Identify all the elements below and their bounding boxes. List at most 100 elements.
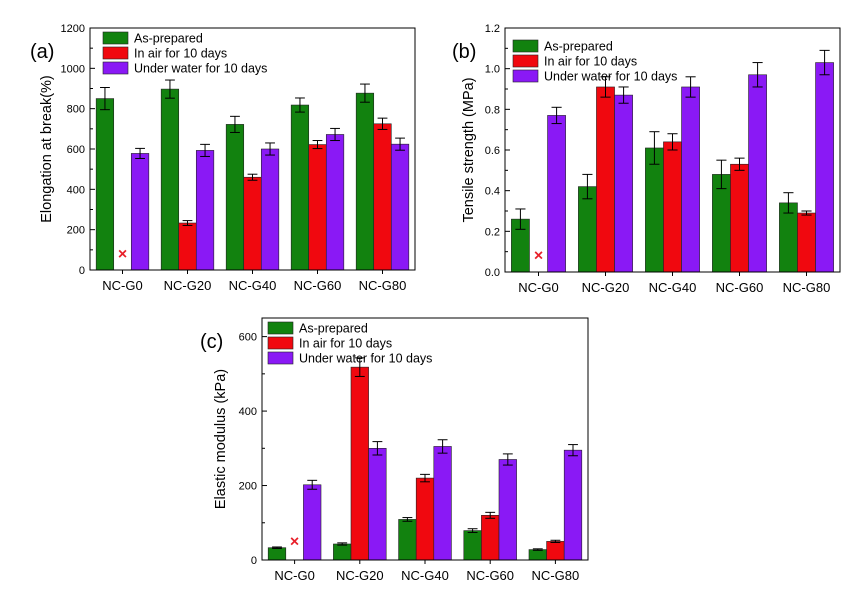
- legend-label: In air for 10 days: [544, 55, 637, 69]
- y-tick-label: 1000: [61, 63, 85, 75]
- x-category-label: NC-G80: [532, 568, 580, 583]
- bar: [596, 86, 615, 273]
- bar: [178, 222, 197, 271]
- error-bar: [307, 479, 318, 490]
- error-bar: [377, 117, 388, 130]
- error-bar: [395, 137, 405, 151]
- y-tick-label: 0: [251, 555, 257, 567]
- error-bar: [551, 106, 562, 125]
- bar: [308, 144, 327, 271]
- bar: [333, 543, 352, 561]
- legend-swatch: [102, 31, 129, 45]
- bar: [547, 115, 566, 273]
- error-bar: [312, 140, 323, 150]
- x-category-label: NC-G40: [401, 568, 449, 583]
- x-category-label: NC-G20: [164, 278, 212, 293]
- y-tick-label: 600: [239, 332, 257, 344]
- bar: [415, 477, 435, 561]
- error-bar: [783, 192, 794, 214]
- x-category-label: NC-G60: [716, 280, 764, 295]
- bar: [303, 484, 322, 561]
- bar: [433, 446, 452, 561]
- bar: [398, 519, 417, 561]
- bar: [325, 134, 345, 271]
- legend-swatch: [512, 69, 539, 83]
- bar: [390, 143, 410, 271]
- x-category-label: NC-G20: [336, 568, 384, 583]
- error-bar: [485, 511, 496, 519]
- x-category-label: NC-G60: [466, 568, 514, 583]
- bar: [645, 147, 664, 273]
- error-bar: [200, 143, 210, 157]
- error-bar: [550, 539, 561, 544]
- panel-b: × 0.0 0.2 0.4 0.6 0.8 1.0 1.2 NC-G0 NC-G20 NC-G40 N…: [452, 23, 841, 295]
- error-bar: [354, 357, 365, 377]
- error-bar: [819, 49, 830, 76]
- legend-label: As-prepared: [299, 322, 368, 336]
- error-bar: [734, 157, 745, 171]
- error-bar: [716, 159, 727, 190]
- error-bar: [600, 76, 611, 98]
- y-tick-label: 0.0: [485, 267, 500, 279]
- bar: [195, 150, 215, 271]
- error-bar: [230, 115, 240, 133]
- x-category-label: NC-G0: [518, 280, 558, 295]
- error-bar: [618, 86, 629, 104]
- error-bar: [372, 441, 383, 456]
- x-category-label: NC-G0: [274, 568, 314, 583]
- legend-label: Under water for 10 days: [134, 62, 267, 76]
- error-bar: [265, 142, 275, 156]
- bar: [290, 104, 310, 271]
- error-bar: [801, 210, 812, 216]
- legend-label: As-prepared: [134, 32, 203, 46]
- y-tick-label: 0.6: [485, 145, 500, 157]
- error-bar: [272, 546, 282, 549]
- error-bar: [515, 208, 526, 230]
- error-bar: [502, 453, 513, 466]
- y-tick-label: 400: [239, 406, 257, 418]
- bar: [681, 86, 700, 273]
- bar: [815, 62, 834, 273]
- error-bar: [182, 220, 193, 226]
- legend-swatch: [267, 351, 294, 365]
- error-bar: [649, 131, 660, 165]
- bar: [498, 459, 517, 561]
- legend-label: In air for 10 days: [299, 337, 392, 351]
- legend-swatch: [267, 321, 294, 335]
- error-bar: [100, 86, 110, 111]
- y-tick-label: 600: [67, 144, 85, 156]
- bar: [663, 141, 682, 273]
- error-bar: [165, 79, 175, 99]
- bar: [267, 547, 287, 561]
- y-tick-label: 200: [67, 225, 85, 237]
- x-category-label: NC-G80: [783, 280, 831, 295]
- error-bar: [568, 444, 578, 457]
- bar: [225, 124, 245, 271]
- y-tick-label: 0.2: [485, 226, 500, 238]
- x-category-label: NC-G80: [359, 278, 407, 293]
- legend-swatch: [512, 54, 539, 68]
- error-bar: [295, 97, 305, 113]
- bar: [368, 448, 387, 561]
- legend-label: Under water for 10 days: [299, 352, 432, 366]
- x-category-label: NC-G40: [649, 280, 697, 295]
- missing-sample-marker: ×: [290, 533, 299, 550]
- bar: [130, 153, 150, 271]
- missing-sample-marker: ×: [534, 248, 543, 265]
- bar: [730, 163, 749, 273]
- bar: [463, 530, 482, 561]
- bar: [748, 74, 767, 273]
- y-tick-label: 0.4: [485, 186, 500, 198]
- y-axis-title: Tensile strength (MPa): [461, 77, 477, 222]
- bar: [614, 94, 633, 273]
- y-axis-title: Elongation at break(%): [39, 75, 55, 223]
- error-bar: [360, 83, 370, 103]
- error-bar: [420, 473, 430, 483]
- error-bar: [667, 133, 678, 151]
- bar: [528, 549, 547, 561]
- panel-label: (a): [30, 41, 54, 63]
